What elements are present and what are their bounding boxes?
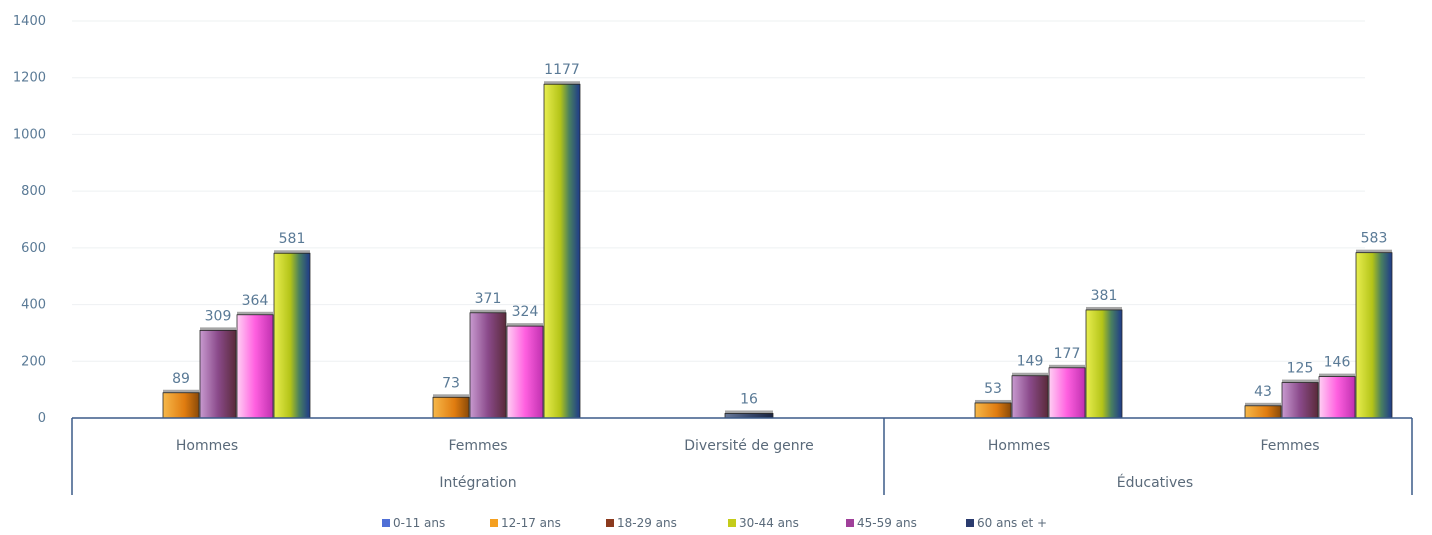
legend-item: 60 ans et + (966, 516, 1047, 530)
data-label: 16 (740, 391, 758, 407)
data-label: 43 (1254, 384, 1272, 400)
legend-label: 30-44 ans (739, 516, 799, 530)
bar-top (725, 410, 773, 414)
y-tick-label: 1000 (13, 127, 46, 142)
legend-label: 60 ans et + (977, 516, 1047, 530)
data-label: 73 (442, 375, 460, 391)
bar-top (274, 250, 310, 254)
y-tick-label: 600 (21, 241, 46, 256)
bar-top (200, 327, 236, 331)
legend-label: 18-29 ans (617, 516, 677, 530)
y-tick-label: 1200 (13, 71, 46, 86)
data-label: 125 (1287, 361, 1314, 377)
bar (1011, 375, 1049, 419)
data-label: 309 (205, 308, 232, 324)
group-label: Éducatives (1117, 474, 1193, 491)
data-label: 177 (1054, 346, 1081, 362)
data-label: 371 (475, 291, 502, 307)
legend-swatch (606, 519, 614, 527)
bar-top (163, 389, 199, 393)
bar (506, 325, 544, 419)
bar (432, 396, 470, 419)
legend-swatch (846, 519, 854, 527)
legend-swatch (382, 519, 390, 527)
data-label: 149 (1017, 354, 1044, 370)
data-label: 324 (512, 304, 539, 320)
y-tick-label: 200 (21, 354, 46, 369)
bar-top (544, 81, 580, 85)
bar (1085, 309, 1123, 419)
y-tick-label: 400 (21, 298, 46, 313)
category-label: Hommes (988, 438, 1050, 454)
bar (1048, 367, 1086, 419)
bar (1244, 405, 1282, 419)
bar (199, 329, 237, 419)
legend-item: 18-29 ans (606, 516, 677, 530)
bar-top (1356, 249, 1392, 253)
bar (974, 402, 1012, 419)
data-label: 583 (1361, 231, 1388, 247)
data-label: 53 (984, 381, 1002, 397)
bar-top (975, 399, 1011, 403)
bar-top (237, 311, 273, 315)
bar-top (433, 394, 469, 398)
y-tick-label: 800 (21, 184, 46, 199)
legend-swatch (728, 519, 736, 527)
bar (1355, 252, 1393, 419)
legend-item: 12-17 ans (490, 516, 561, 530)
category-label: Hommes (176, 438, 238, 454)
bar (543, 83, 581, 419)
bar (1281, 382, 1319, 419)
group-label: Intégration (439, 475, 516, 491)
bar (236, 314, 274, 419)
data-label: 381 (1091, 288, 1118, 304)
category-label: Diversité de genre (684, 438, 813, 454)
y-tick-label: 1400 (13, 14, 46, 29)
legend-swatch (490, 519, 498, 527)
bar-top (1086, 306, 1122, 310)
bar (1318, 376, 1356, 419)
bar-top (1012, 372, 1048, 376)
data-label: 89 (172, 371, 190, 387)
y-axis: 0 200 400 600 800 1000 1200 1400 (13, 14, 46, 426)
gridlines (72, 20, 1365, 362)
bar-top (507, 323, 543, 327)
bar-top (1319, 373, 1355, 377)
bar-top (1049, 364, 1085, 368)
legend-label: 12-17 ans (501, 516, 561, 530)
bar (469, 312, 507, 419)
bars: 89 309 364 581 73 371 324 1177 16 53 149 177 381 43 12… (162, 62, 1393, 419)
legend-label: 0-11 ans (393, 516, 445, 530)
data-label: 364 (242, 293, 269, 309)
x-axis: Hommes Femmes Diversité de genre Hommes Femm… (71, 417, 1413, 495)
bar (162, 392, 200, 419)
bar-top (1245, 402, 1281, 406)
bar-top (470, 309, 506, 313)
bar-top (1282, 379, 1318, 383)
category-label: Femmes (1260, 438, 1319, 454)
category-label: Femmes (448, 438, 507, 454)
legend-item: 0-11 ans (382, 516, 445, 530)
legend-label: 45-59 ans (857, 516, 917, 530)
legend: 0-11 ans 12-17 ans 18-29 ans 30-44 ans 45-59… (382, 516, 1047, 530)
y-tick-label: 0 (38, 411, 46, 426)
data-label: 1177 (544, 62, 580, 78)
data-label: 146 (1324, 355, 1351, 371)
legend-swatch (966, 519, 974, 527)
bar (273, 252, 311, 419)
legend-item: 30-44 ans (728, 516, 799, 530)
legend-item: 45-59 ans (846, 516, 917, 530)
data-label: 581 (279, 231, 306, 247)
